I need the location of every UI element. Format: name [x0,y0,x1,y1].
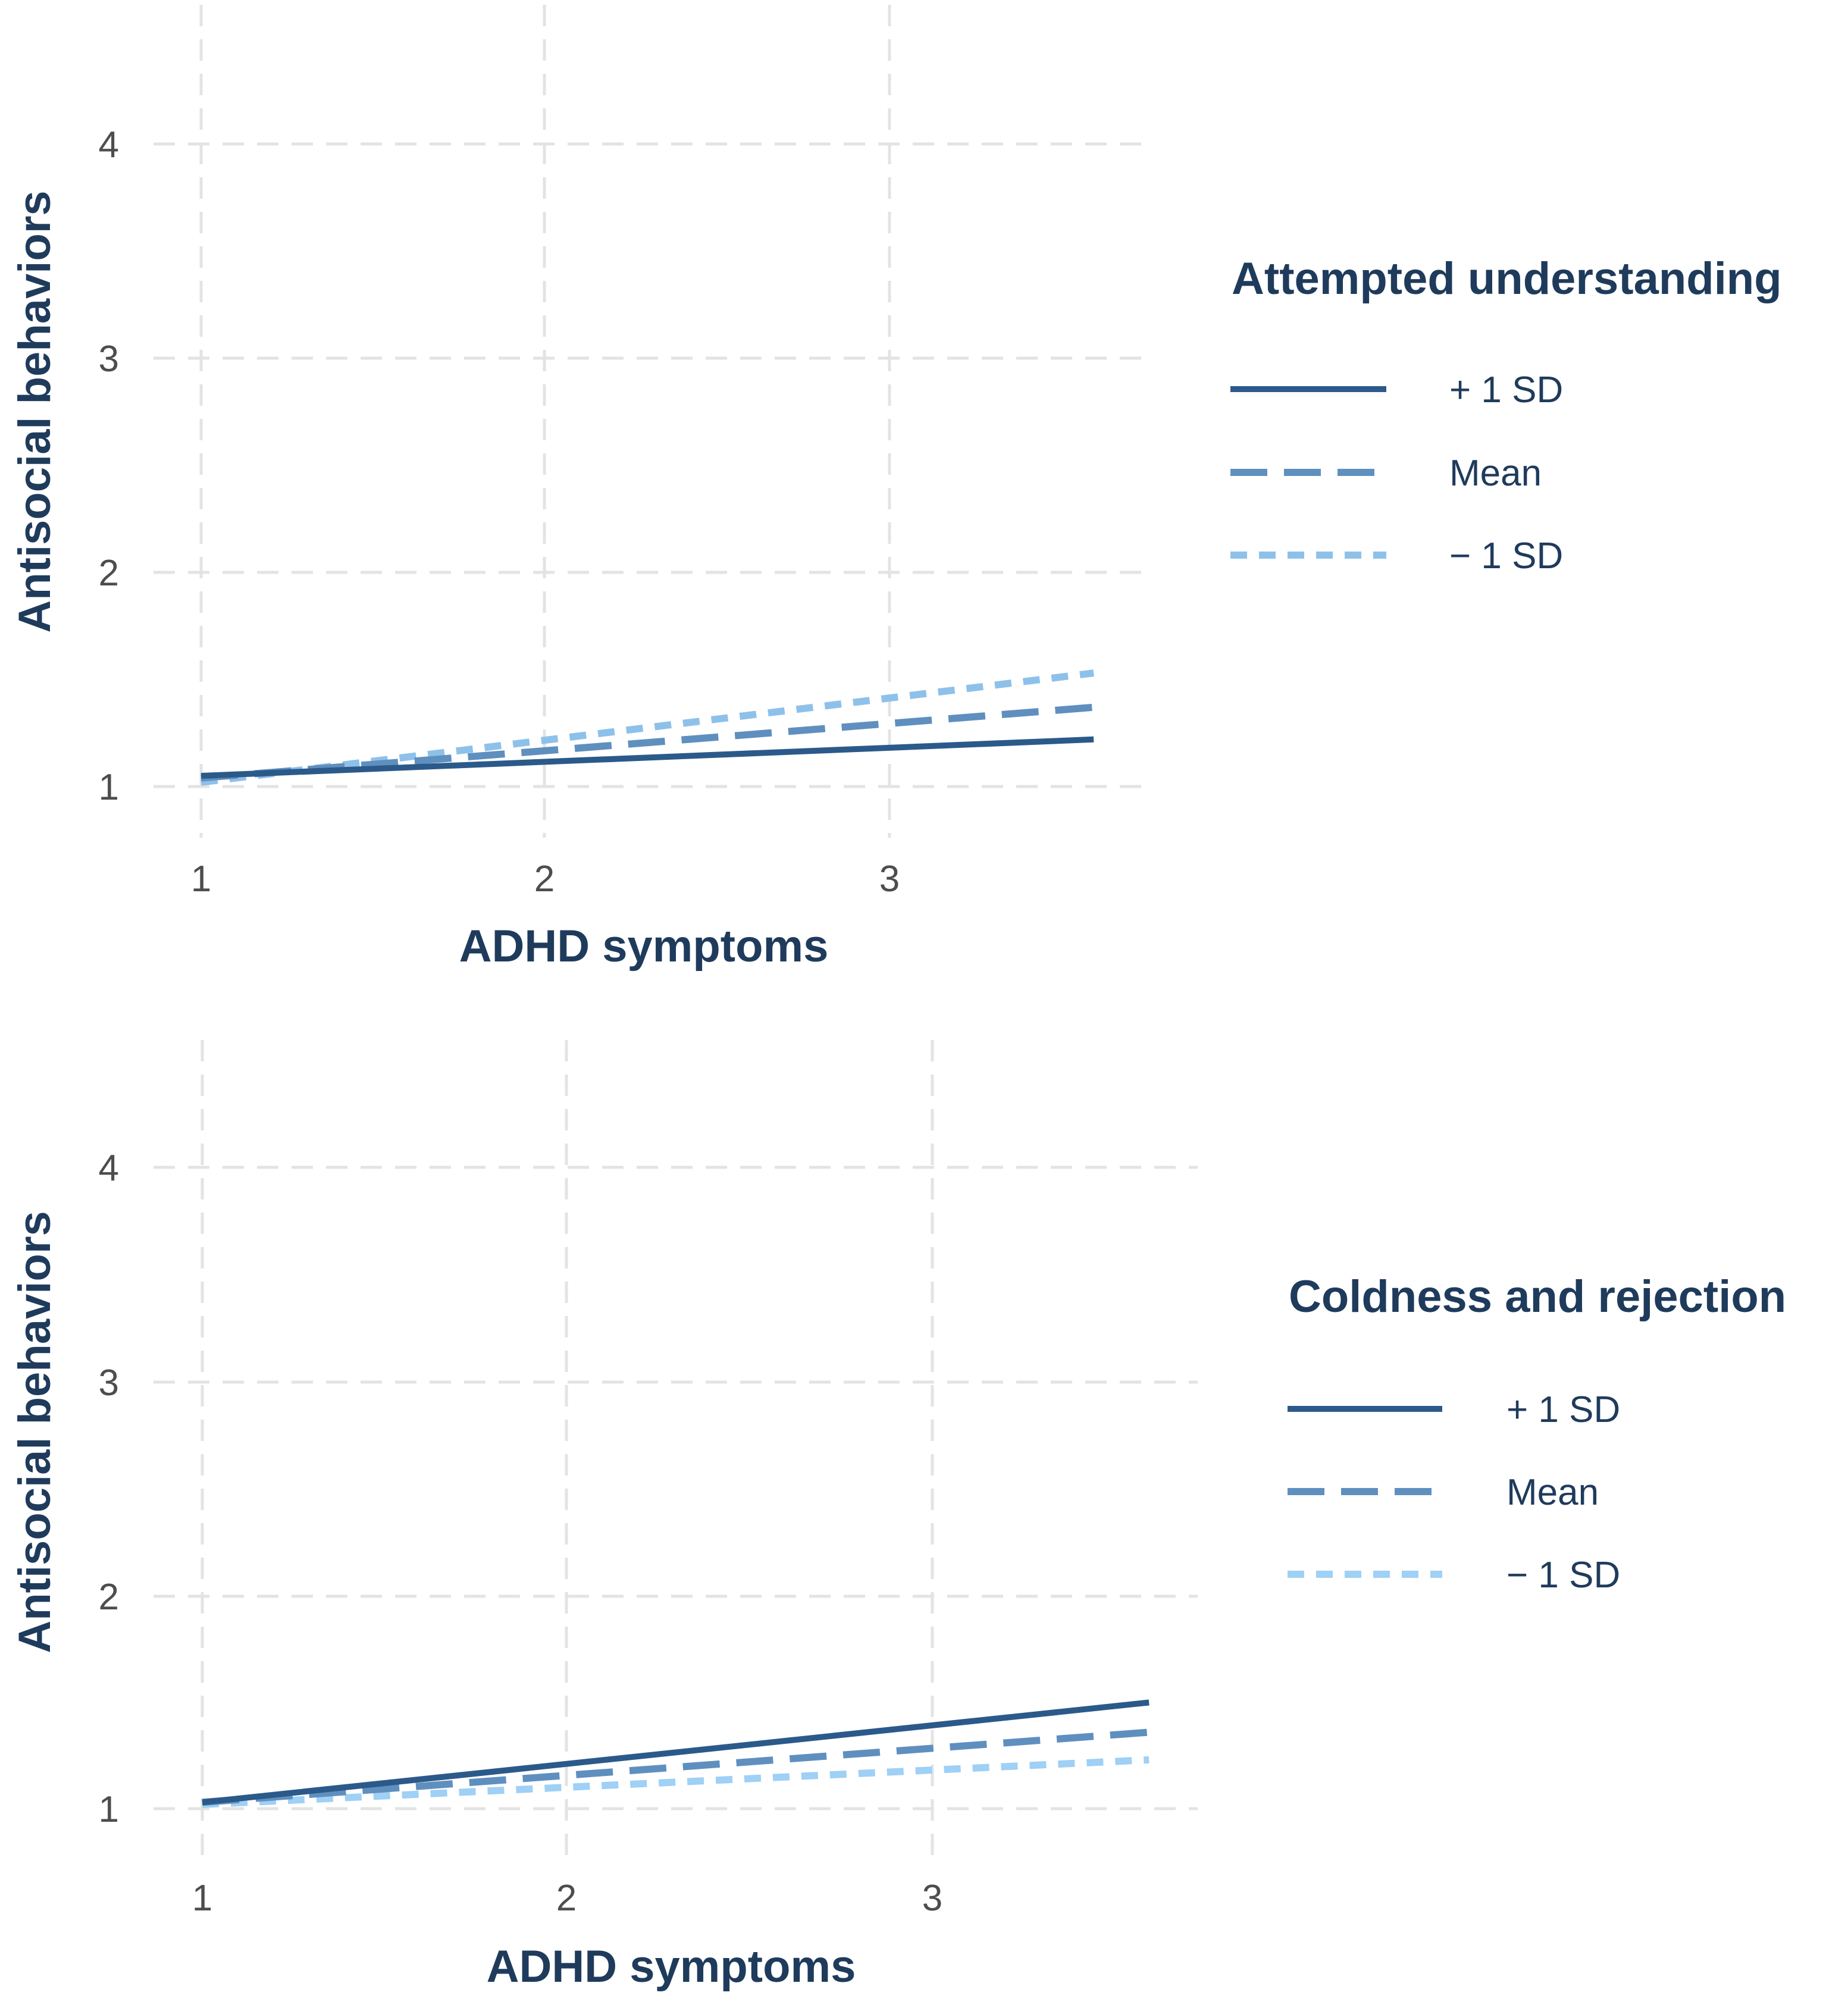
series-line-mean [201,703,1094,782]
y-tick-labels: 1 2 3 4 [99,124,119,808]
legend-item-mean: Mean [1230,453,1542,494]
y-tick-label: 3 [99,339,119,380]
x-tick-label: 3 [879,859,900,900]
legend-item-mean: Mean [1288,1472,1599,1513]
y-tick-label: 2 [99,1577,119,1618]
series-line-plus-1sd [202,1699,1149,1806]
x-tick-label: 3 [922,1878,942,1919]
x-tick-label: 2 [556,1878,577,1919]
legend-title: Coldness and rejection [1289,1271,1786,1322]
chart-panel-attempted-understanding: 1 2 3 4 1 2 3 ADHD symptoms Antisocial b… [10,5,1782,972]
x-tick-label: 1 [192,1878,212,1919]
legend-title: Attempted understanding [1232,253,1782,304]
x-tick-labels: 1 2 3 [191,859,900,900]
series-lines [202,1699,1149,1808]
grid [154,1040,1198,1860]
legend-label: − 1 SD [1506,1555,1620,1596]
legend-label: + 1 SD [1449,369,1563,411]
chart-panel-coldness-and-rejection: 1 2 3 4 1 2 3 ADHD symptoms Antisocial b… [10,1040,1786,1992]
grid [154,5,1141,838]
y-tick-label: 4 [99,1148,119,1189]
y-tick-labels: 1 2 3 4 [99,1148,119,1830]
legend-label: Mean [1449,453,1542,494]
x-tick-labels: 1 2 3 [192,1878,942,1919]
legend: Attempted understanding + 1 SD Mean − 1 … [1230,253,1782,577]
legend-item-minus-1sd: − 1 SD [1288,1555,1620,1596]
series-line-minus-1sd [202,1756,1149,1808]
legend-item-minus-1sd: − 1 SD [1230,535,1563,577]
series-line-plus-1sd [201,736,1094,779]
y-axis-title: Antisocial behaviors [10,1211,60,1653]
x-tick-label: 1 [191,859,211,900]
legend: Coldness and rejection + 1 SD Mean − 1 S… [1288,1271,1786,1596]
legend-item-plus-1sd: + 1 SD [1288,1389,1620,1430]
y-tick-label: 3 [99,1362,119,1404]
x-axis-title: ADHD symptoms [487,1941,856,1992]
y-tick-label: 4 [99,124,119,165]
y-tick-label: 1 [99,1789,119,1830]
legend-label: + 1 SD [1506,1389,1620,1430]
y-tick-label: 1 [99,767,119,808]
x-axis-title: ADHD symptoms [459,921,829,972]
legend-label: Mean [1506,1472,1599,1513]
x-tick-label: 2 [534,859,555,900]
y-axis-title: Antisocial behaviors [10,190,60,632]
y-tick-label: 2 [99,553,119,594]
legend-item-plus-1sd: + 1 SD [1230,369,1563,411]
series-line-minus-1sd [201,669,1094,786]
series-lines [201,669,1094,786]
legend-label: − 1 SD [1449,535,1563,577]
